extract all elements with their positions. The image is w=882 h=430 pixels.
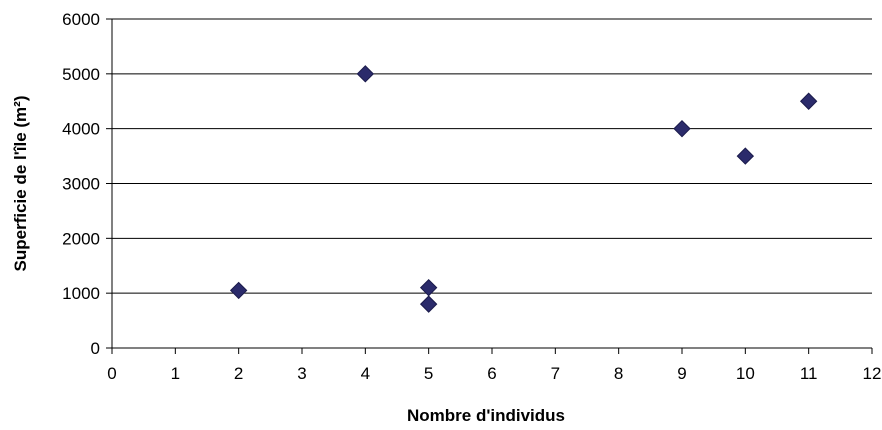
x-tick-label: 1 [171,364,180,383]
y-tick-label: 4000 [62,120,100,139]
y-tick-label: 5000 [62,65,100,84]
x-tick-label: 9 [677,364,686,383]
data-point [229,281,248,300]
y-tick-label: 6000 [62,10,100,29]
x-tick-label: 0 [107,364,116,383]
grid-lines [112,18,872,294]
x-tick-label: 8 [614,364,623,383]
axes [106,18,873,354]
x-tick-label: 12 [863,364,882,383]
y-tick-label: 0 [91,339,100,358]
x-tick-label: 7 [551,364,560,383]
x-tick-label: 3 [297,364,306,383]
x-tick-label: 4 [361,364,370,383]
data-point [419,295,438,313]
x-tick-label: 2 [234,364,243,383]
data-point [736,147,755,165]
y-tick-label: 1000 [62,284,100,303]
x-tick-label: 11 [800,364,818,383]
x-axis-title: Nombre d'individus [407,406,565,425]
x-tick-label: 5 [424,364,433,383]
data-point [356,65,375,83]
data-points [229,65,818,313]
x-tick-label: 10 [736,364,755,383]
y-tick-label: 3000 [62,175,100,194]
y-axis-title: Superficie de l'île (m²) [11,96,30,272]
data-point [799,92,818,110]
data-point [673,119,691,138]
y-tick-label: 2000 [62,229,100,248]
x-tick-label: 6 [487,364,496,383]
